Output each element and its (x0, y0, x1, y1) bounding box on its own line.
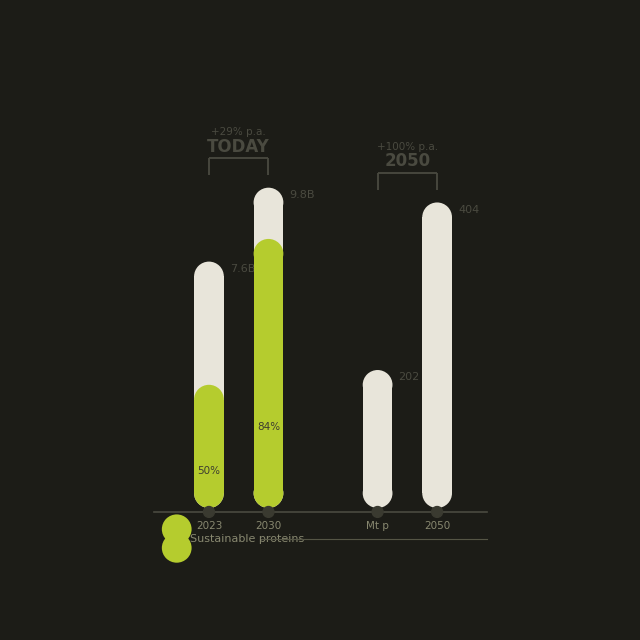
Circle shape (162, 515, 191, 544)
Bar (194, 276, 224, 493)
Circle shape (363, 370, 392, 399)
Text: 50%: 50% (198, 466, 220, 476)
Text: 202: 202 (399, 372, 420, 383)
Circle shape (194, 479, 224, 508)
Circle shape (253, 479, 284, 508)
Circle shape (194, 262, 224, 291)
Text: +29% p.a.: +29% p.a. (211, 127, 266, 137)
Circle shape (253, 239, 284, 269)
Circle shape (363, 479, 392, 508)
Text: Mt p: Mt p (366, 521, 389, 531)
Circle shape (204, 506, 214, 517)
Bar (253, 253, 284, 493)
Circle shape (263, 506, 274, 517)
Text: 2050: 2050 (424, 521, 451, 531)
Text: 84%: 84% (257, 422, 280, 432)
Text: 404: 404 (458, 205, 479, 215)
Circle shape (431, 506, 443, 517)
Circle shape (194, 479, 224, 508)
Text: 2030: 2030 (255, 521, 282, 531)
Bar (422, 217, 452, 493)
Circle shape (253, 479, 284, 508)
Text: 2050: 2050 (384, 152, 431, 170)
Circle shape (372, 506, 383, 517)
Text: 2023: 2023 (196, 521, 222, 531)
Text: +100% p.a.: +100% p.a. (377, 141, 438, 152)
Text: 9.8B: 9.8B (289, 190, 315, 200)
Text: 7.6B: 7.6B (230, 264, 255, 274)
Text: Sustainable proteins: Sustainable proteins (190, 534, 305, 543)
Circle shape (253, 188, 284, 217)
Bar (194, 399, 224, 493)
Circle shape (162, 533, 191, 563)
Bar (253, 202, 284, 493)
Text: TODAY: TODAY (207, 138, 270, 156)
Circle shape (194, 385, 224, 414)
Circle shape (422, 202, 452, 232)
Circle shape (422, 479, 452, 508)
Bar (363, 385, 392, 493)
